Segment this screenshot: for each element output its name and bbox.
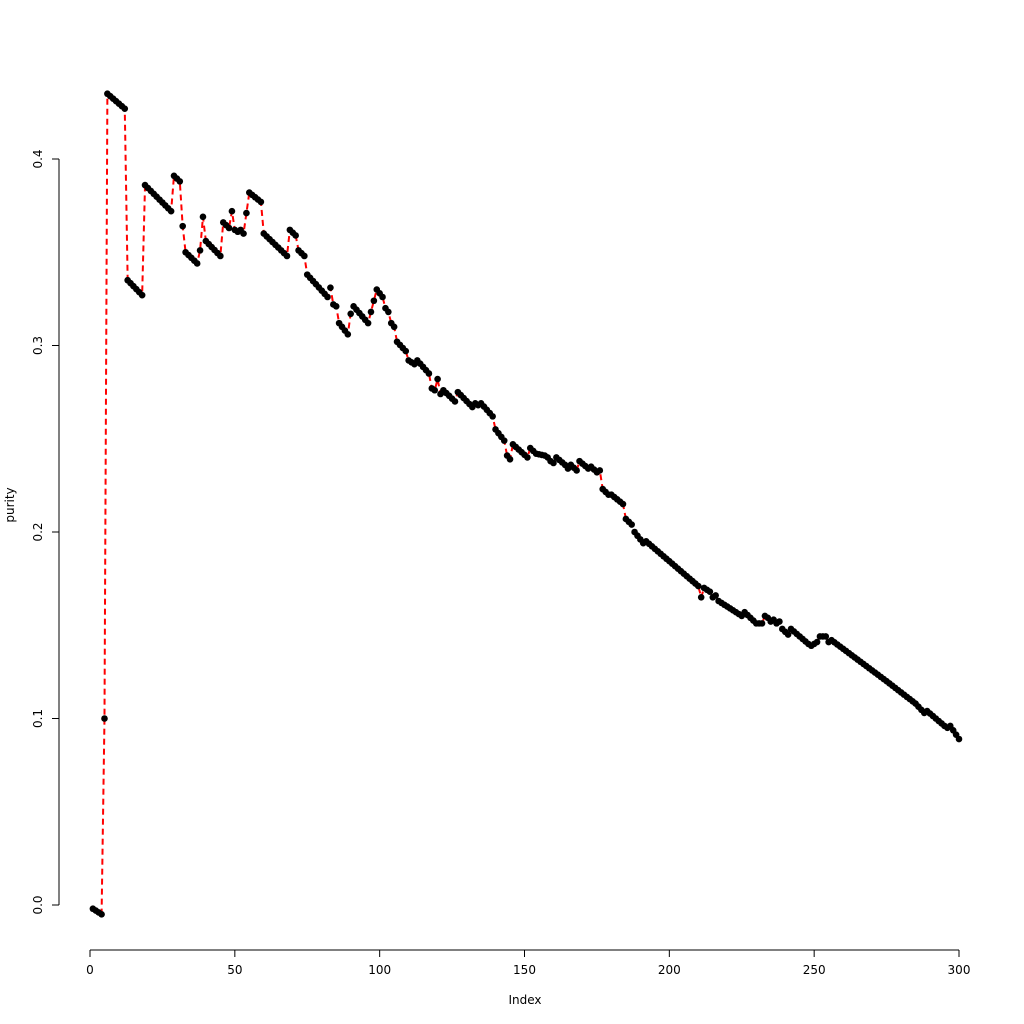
data-point <box>344 331 352 338</box>
data-point <box>301 252 308 260</box>
data-point <box>379 293 386 301</box>
data-point <box>402 347 410 355</box>
data-point <box>196 247 204 254</box>
data-point <box>243 209 250 217</box>
data-point <box>390 323 398 331</box>
data-point <box>199 213 207 221</box>
data-point <box>758 620 766 627</box>
data-point <box>784 631 792 638</box>
y-axis-title: purity <box>3 487 17 522</box>
data-point <box>217 252 224 260</box>
data-point <box>955 735 963 743</box>
data-point <box>176 178 184 185</box>
data-point <box>776 618 783 625</box>
x-axis-title: Index <box>508 993 541 1007</box>
data-point <box>367 308 375 316</box>
data-point <box>98 911 105 918</box>
data-point <box>451 398 459 405</box>
data-point <box>179 222 186 230</box>
x-tick-label: 300 <box>948 963 971 977</box>
data-point <box>370 297 378 305</box>
data-point <box>292 232 299 239</box>
x-axis: 0 50 100 150 200 250 300 <box>86 949 971 977</box>
y-tick-label: 0.1 <box>31 709 45 728</box>
x-tick-label: 250 <box>803 963 826 977</box>
series-points <box>89 90 963 918</box>
data-point <box>489 413 496 420</box>
data-point <box>619 500 627 508</box>
data-point <box>712 592 719 599</box>
x-tick-label: 0 <box>86 963 94 977</box>
data-point <box>257 198 265 206</box>
data-point <box>167 207 175 215</box>
y-tick-label: 0.4 <box>31 149 45 168</box>
data-point <box>385 308 392 316</box>
data-point <box>332 303 340 310</box>
data-point <box>193 260 201 267</box>
y-tick-label: 0.3 <box>31 336 45 355</box>
data-point <box>324 293 331 301</box>
data-point <box>550 459 557 467</box>
data-point <box>596 467 604 474</box>
data-point <box>283 252 291 260</box>
y-axis: 0.0 0.1 0.2 0.3 0.4 <box>31 149 60 915</box>
data-point <box>573 467 580 474</box>
x-tick-label: 150 <box>513 963 536 977</box>
data-point <box>225 224 233 232</box>
data-point <box>364 319 372 327</box>
x-tick-label: 50 <box>227 963 242 977</box>
y-tick-label: 0.0 <box>31 895 45 914</box>
data-point <box>101 715 108 722</box>
data-point <box>628 521 635 528</box>
x-tick-label: 200 <box>658 963 681 977</box>
y-tick-label: 0.2 <box>31 522 45 541</box>
data-point <box>240 230 247 237</box>
data-point <box>706 588 714 595</box>
data-point <box>506 455 514 463</box>
data-point <box>228 207 236 215</box>
data-point <box>425 370 433 377</box>
x-tick-label: 100 <box>368 963 391 977</box>
data-point <box>431 386 439 394</box>
data-point <box>121 105 129 112</box>
data-point <box>138 291 146 299</box>
data-point <box>813 638 821 646</box>
data-point <box>697 593 705 601</box>
data-point <box>500 437 508 444</box>
data-point <box>327 284 334 291</box>
series-purity <box>89 90 963 918</box>
data-point <box>347 310 355 318</box>
data-point <box>434 375 441 383</box>
data-point <box>695 582 702 590</box>
data-point <box>524 454 531 461</box>
series-line <box>92 91 960 917</box>
data-point <box>822 633 830 640</box>
